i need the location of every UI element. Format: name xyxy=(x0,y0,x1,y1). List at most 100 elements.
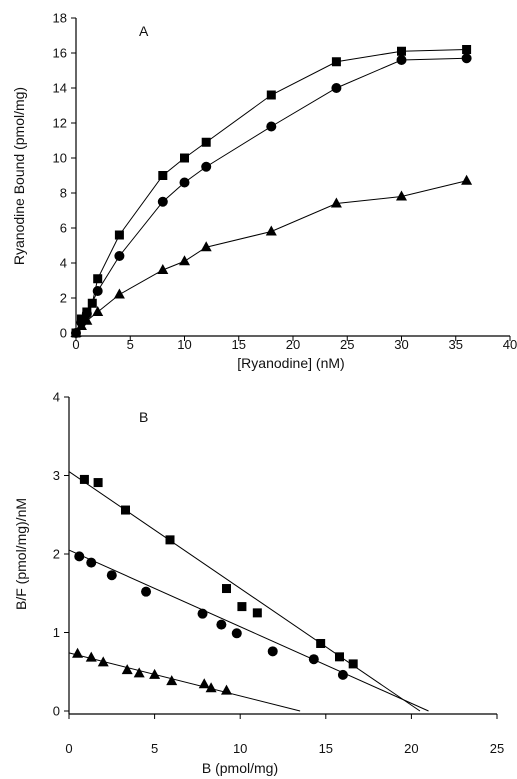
panel-a-data-point-square xyxy=(201,137,211,147)
panel-a-data-point-circle xyxy=(157,196,168,207)
panel-a-x-tick-label: 25 xyxy=(340,337,354,352)
panel-a-y-tick-label: 2 xyxy=(60,291,67,306)
panel-b-x-tick-label: 20 xyxy=(404,741,418,756)
panel-b-x-tick-label: 10 xyxy=(233,741,247,756)
panel-b-data-point-square xyxy=(237,602,247,612)
panel-b-series-triangle xyxy=(68,647,301,712)
panel-b-data-point-circle xyxy=(197,608,208,619)
panel-a-data-point-circle xyxy=(179,177,190,188)
panel-b-data-point-circle xyxy=(308,654,319,665)
panel-a-data-point-square xyxy=(462,45,472,54)
panel-b-y-tick-label: 1 xyxy=(53,625,60,640)
panel-b-data-point-circle xyxy=(231,628,242,639)
panel-b-data-point-circle xyxy=(337,669,348,680)
panel-b-data-point-circle xyxy=(216,619,227,630)
panel-a-y-tick-label: 10 xyxy=(53,151,67,166)
panel-a-data-point-circle xyxy=(331,83,342,93)
panel-b-data-point-square xyxy=(334,652,344,662)
panel-b-chart: B B (pmol/mg) B/F (pmol/mg)/nM 0 1 2 3 4 0 5 10… xyxy=(13,390,504,777)
panel-a-data-point-circle xyxy=(201,161,212,172)
panel-a-y-tick-label: 4 xyxy=(60,256,67,271)
panel-a-data-point-triangle xyxy=(113,288,125,299)
panel-b-data-point-circle xyxy=(106,570,117,581)
panel-b-fit-line xyxy=(68,549,429,712)
panel-a-data-point-triangle xyxy=(179,255,190,266)
panel-a-data-point-square xyxy=(266,90,276,100)
panel-a-data-point-triangle xyxy=(265,225,277,236)
panel-b-y-tick-label: 4 xyxy=(53,390,60,405)
panel-a-data-point-circle xyxy=(92,286,103,296)
panel-b-data-point-triangle xyxy=(205,682,217,693)
panel-a-data-point-triangle xyxy=(75,320,87,330)
panel-a-data-point-triangle xyxy=(157,264,169,274)
panel-a-data-point-circle xyxy=(81,308,92,319)
panel-b-data-point-circle xyxy=(267,646,278,657)
panel-a-series-square xyxy=(71,45,472,338)
panel-b-data-point-triangle xyxy=(97,656,109,667)
panel-a-data-point-square xyxy=(93,274,103,284)
panel-b-x-axis-title: B (pmol/mg) xyxy=(202,760,278,776)
panel-b-series-square xyxy=(68,471,421,712)
panel-b-y-tick-label: 2 xyxy=(53,547,60,562)
panel-a-data-point-square xyxy=(180,153,189,163)
panel-a-series-line xyxy=(75,180,467,334)
panel-a-x-tick-label: 0 xyxy=(72,337,79,352)
panel-b-data-point-triangle xyxy=(166,675,178,686)
panel-b-y-tick-label: 0 xyxy=(53,704,60,719)
panel-b-x-tick-label: 25 xyxy=(490,741,504,756)
panel-a-series-triangle xyxy=(70,174,473,337)
panel-b-plot-area xyxy=(68,471,429,712)
panel-b-data-point-triangle xyxy=(85,651,97,662)
panel-a-y-tick-label: 12 xyxy=(53,116,67,131)
panel-b-data-point-triangle xyxy=(198,678,210,689)
panel-b-data-point-triangle xyxy=(149,668,161,679)
panel-b-data-point-square xyxy=(79,474,89,484)
panel-a-x-tick-label: 20 xyxy=(286,337,300,352)
panel-b-data-point-square xyxy=(93,478,103,488)
panel-b-data-point-circle xyxy=(141,586,152,597)
panel-b-data-point-square xyxy=(316,638,326,648)
panel-b-x-tick-label: 5 xyxy=(151,741,158,756)
panel-a-x-tick-label: 15 xyxy=(232,337,246,352)
panel-a-x-tick-label: 10 xyxy=(177,337,191,352)
panel-b-data-point-square xyxy=(165,535,175,545)
panel-b-data-point-square xyxy=(222,584,232,594)
panel-a-y-tick-label: 18 xyxy=(53,11,67,26)
panel-a-x-tick-label: 40 xyxy=(503,337,517,352)
panel-a-x-tick-label: 35 xyxy=(449,337,463,352)
panel-b-data-point-triangle xyxy=(72,647,84,658)
panel-a-y-tick-label: 14 xyxy=(53,81,67,96)
panel-a-data-point-triangle xyxy=(92,306,104,316)
panel-b-data-point-square xyxy=(120,505,130,515)
panel-a-axes: 0 2 4 6 8 10 12 14 16 18 0 5 10 15 20 25 30 35 40 xyxy=(53,11,517,353)
panel-b-data-point-triangle xyxy=(133,667,145,678)
panel-b-axes: 0 1 2 3 4 0 5 10 15 20 25 xyxy=(53,390,504,757)
panel-a-x-tick-label: 5 xyxy=(127,337,134,352)
panel-a-data-point-circle xyxy=(396,55,407,65)
panel-b-data-point-square xyxy=(348,659,358,669)
panel-b-data-point-circle xyxy=(74,551,85,562)
panel-a-y-tick-label: 16 xyxy=(53,46,67,61)
panel-a-data-point-triangle xyxy=(81,314,93,325)
panel-a-data-point-triangle xyxy=(70,327,82,337)
panel-b-y-axis-title: B/F (pmol/mg)/nM xyxy=(13,498,29,610)
panel-a-data-point-triangle xyxy=(330,197,342,208)
panel-a-chart: A [Ryanodine] (nM) Ryanodine Bound (pmol… xyxy=(11,11,517,372)
panel-a-y-axis-title: Ryanodine Bound (pmol/mg) xyxy=(11,87,27,265)
panel-a-y-tick-label: 8 xyxy=(60,186,67,201)
panel-b-data-point-triangle xyxy=(121,664,133,675)
panel-a-data-point-square xyxy=(158,171,168,180)
panel-b-data-point-triangle xyxy=(221,684,233,695)
panel-b-x-tick-label: 15 xyxy=(319,741,333,756)
panel-b-x-tick-label: 0 xyxy=(65,741,72,756)
panel-a-data-point-triangle xyxy=(200,241,212,252)
panel-a-data-point-triangle xyxy=(461,174,473,185)
panel-b-data-point-square xyxy=(252,608,262,618)
panel-a-y-tick-label: 0 xyxy=(60,326,67,341)
panel-a-letter: A xyxy=(139,23,149,39)
panel-b-series-circle xyxy=(68,549,429,712)
panel-b-fit-line xyxy=(68,652,301,712)
panel-b-data-point-circle xyxy=(86,557,97,568)
panel-b-y-tick-label: 3 xyxy=(53,468,60,483)
